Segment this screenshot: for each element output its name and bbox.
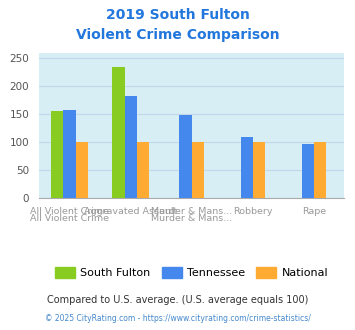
Bar bbox=[64, 110, 76, 198]
Bar bbox=[137, 142, 149, 198]
Text: © 2025 CityRating.com - https://www.cityrating.com/crime-statistics/: © 2025 CityRating.com - https://www.city… bbox=[45, 314, 310, 323]
Bar bbox=[192, 142, 204, 198]
Text: Aggravated Assault: Aggravated Assault bbox=[84, 208, 177, 216]
Text: Rape: Rape bbox=[302, 208, 326, 216]
Bar bbox=[51, 112, 64, 198]
Text: Murder & Mans...: Murder & Mans... bbox=[151, 208, 232, 216]
Text: 2019 South Fulton: 2019 South Fulton bbox=[105, 8, 250, 22]
Bar bbox=[314, 142, 326, 198]
Text: All Violent Crime: All Violent Crime bbox=[30, 208, 109, 216]
Text: Violent Crime Comparison: Violent Crime Comparison bbox=[76, 28, 279, 42]
Legend: South Fulton, Tennessee, National: South Fulton, Tennessee, National bbox=[50, 262, 333, 282]
Bar bbox=[180, 115, 192, 198]
Bar bbox=[125, 96, 137, 198]
Text: All Violent Crime: All Violent Crime bbox=[30, 214, 109, 223]
Bar bbox=[302, 144, 314, 198]
Text: Robbery: Robbery bbox=[233, 208, 273, 216]
Bar bbox=[241, 137, 253, 198]
Bar bbox=[253, 142, 265, 198]
Bar bbox=[112, 67, 125, 198]
Text: Murder & Mans...: Murder & Mans... bbox=[151, 214, 232, 223]
Text: Compared to U.S. average. (U.S. average equals 100): Compared to U.S. average. (U.S. average … bbox=[47, 295, 308, 305]
Bar bbox=[76, 142, 88, 198]
